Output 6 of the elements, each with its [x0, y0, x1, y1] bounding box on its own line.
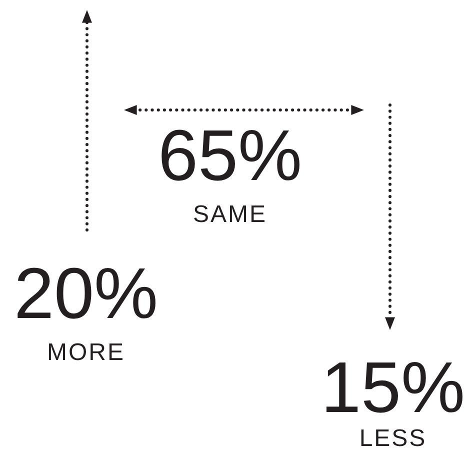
- data-label: 65%: [158, 116, 302, 196]
- data-label: 20%: [14, 254, 158, 334]
- category-label: LESS: [359, 425, 427, 450]
- category-label: SAME: [192, 201, 268, 228]
- data-label: 15%: [320, 348, 466, 428]
- category-label: MORE: [47, 339, 125, 366]
